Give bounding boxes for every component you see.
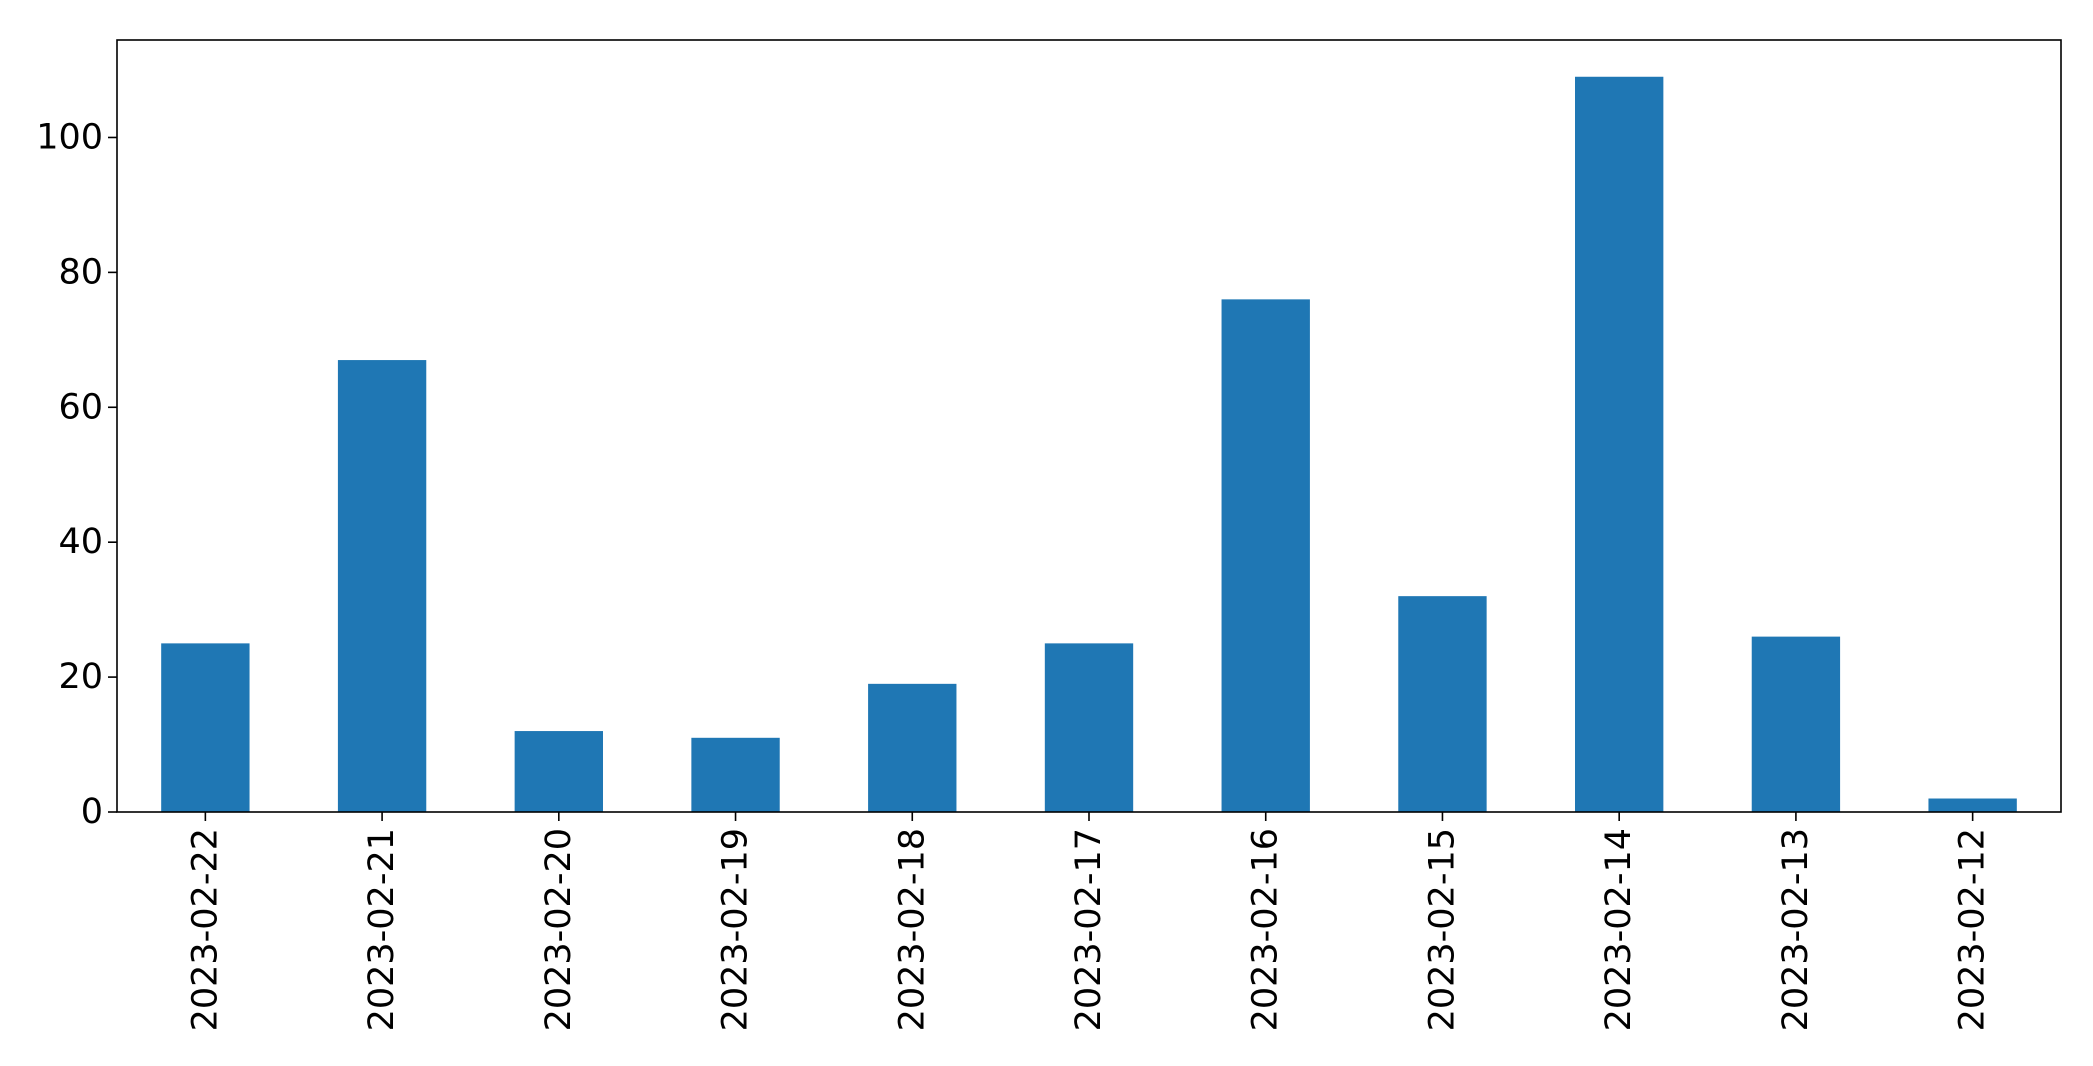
y-axis: 0 20 40 60 80 100 — [36, 117, 117, 832]
bar-2023-02-19 — [691, 737, 780, 812]
bar-2023-02-13 — [1751, 636, 1841, 812]
y-tick-label: 0 — [81, 792, 103, 832]
y-tick-label: 20 — [58, 657, 103, 697]
y-tick-label: 60 — [58, 387, 103, 427]
bars-layer — [161, 76, 2017, 812]
bar-2023-02-22 — [161, 643, 250, 812]
y-tick-label: 40 — [58, 522, 103, 562]
bar-2023-02-21 — [337, 360, 427, 812]
bar-2023-02-17 — [1044, 643, 1134, 812]
y-tick-label: 80 — [58, 252, 103, 292]
bar-2023-02-18 — [868, 683, 957, 812]
x-tick-label: 2023-02-20 — [539, 828, 579, 1031]
bar-2023-02-12 — [1928, 798, 2017, 812]
y-tick-label: 100 — [36, 117, 103, 157]
bar-2023-02-16 — [1221, 299, 1310, 812]
x-tick-label: 2023-02-17 — [1069, 828, 1109, 1031]
x-tick-label: 2023-02-18 — [892, 828, 932, 1031]
bar-2023-02-15 — [1398, 596, 1487, 812]
x-tick-label: 2023-02-15 — [1422, 828, 1462, 1031]
x-tick-label: 2023-02-21 — [362, 828, 402, 1031]
x-tick-label: 2023-02-14 — [1599, 828, 1639, 1031]
x-tick-label: 2023-02-13 — [1776, 828, 1816, 1031]
x-tick-label: 2023-02-19 — [716, 828, 756, 1031]
x-tick-label: 2023-02-16 — [1246, 828, 1286, 1031]
bar-2023-02-14 — [1575, 76, 1664, 812]
plot-frame — [116, 39, 2062, 813]
x-tick-label: 2023-02-22 — [185, 828, 225, 1031]
x-axis: 2023-02-22 2023-02-21 2023-02-20 2023-02-19… — [185, 812, 1993, 1031]
x-tick-label: 2023-02-12 — [1953, 828, 1993, 1031]
bar-2023-02-20 — [514, 731, 603, 812]
